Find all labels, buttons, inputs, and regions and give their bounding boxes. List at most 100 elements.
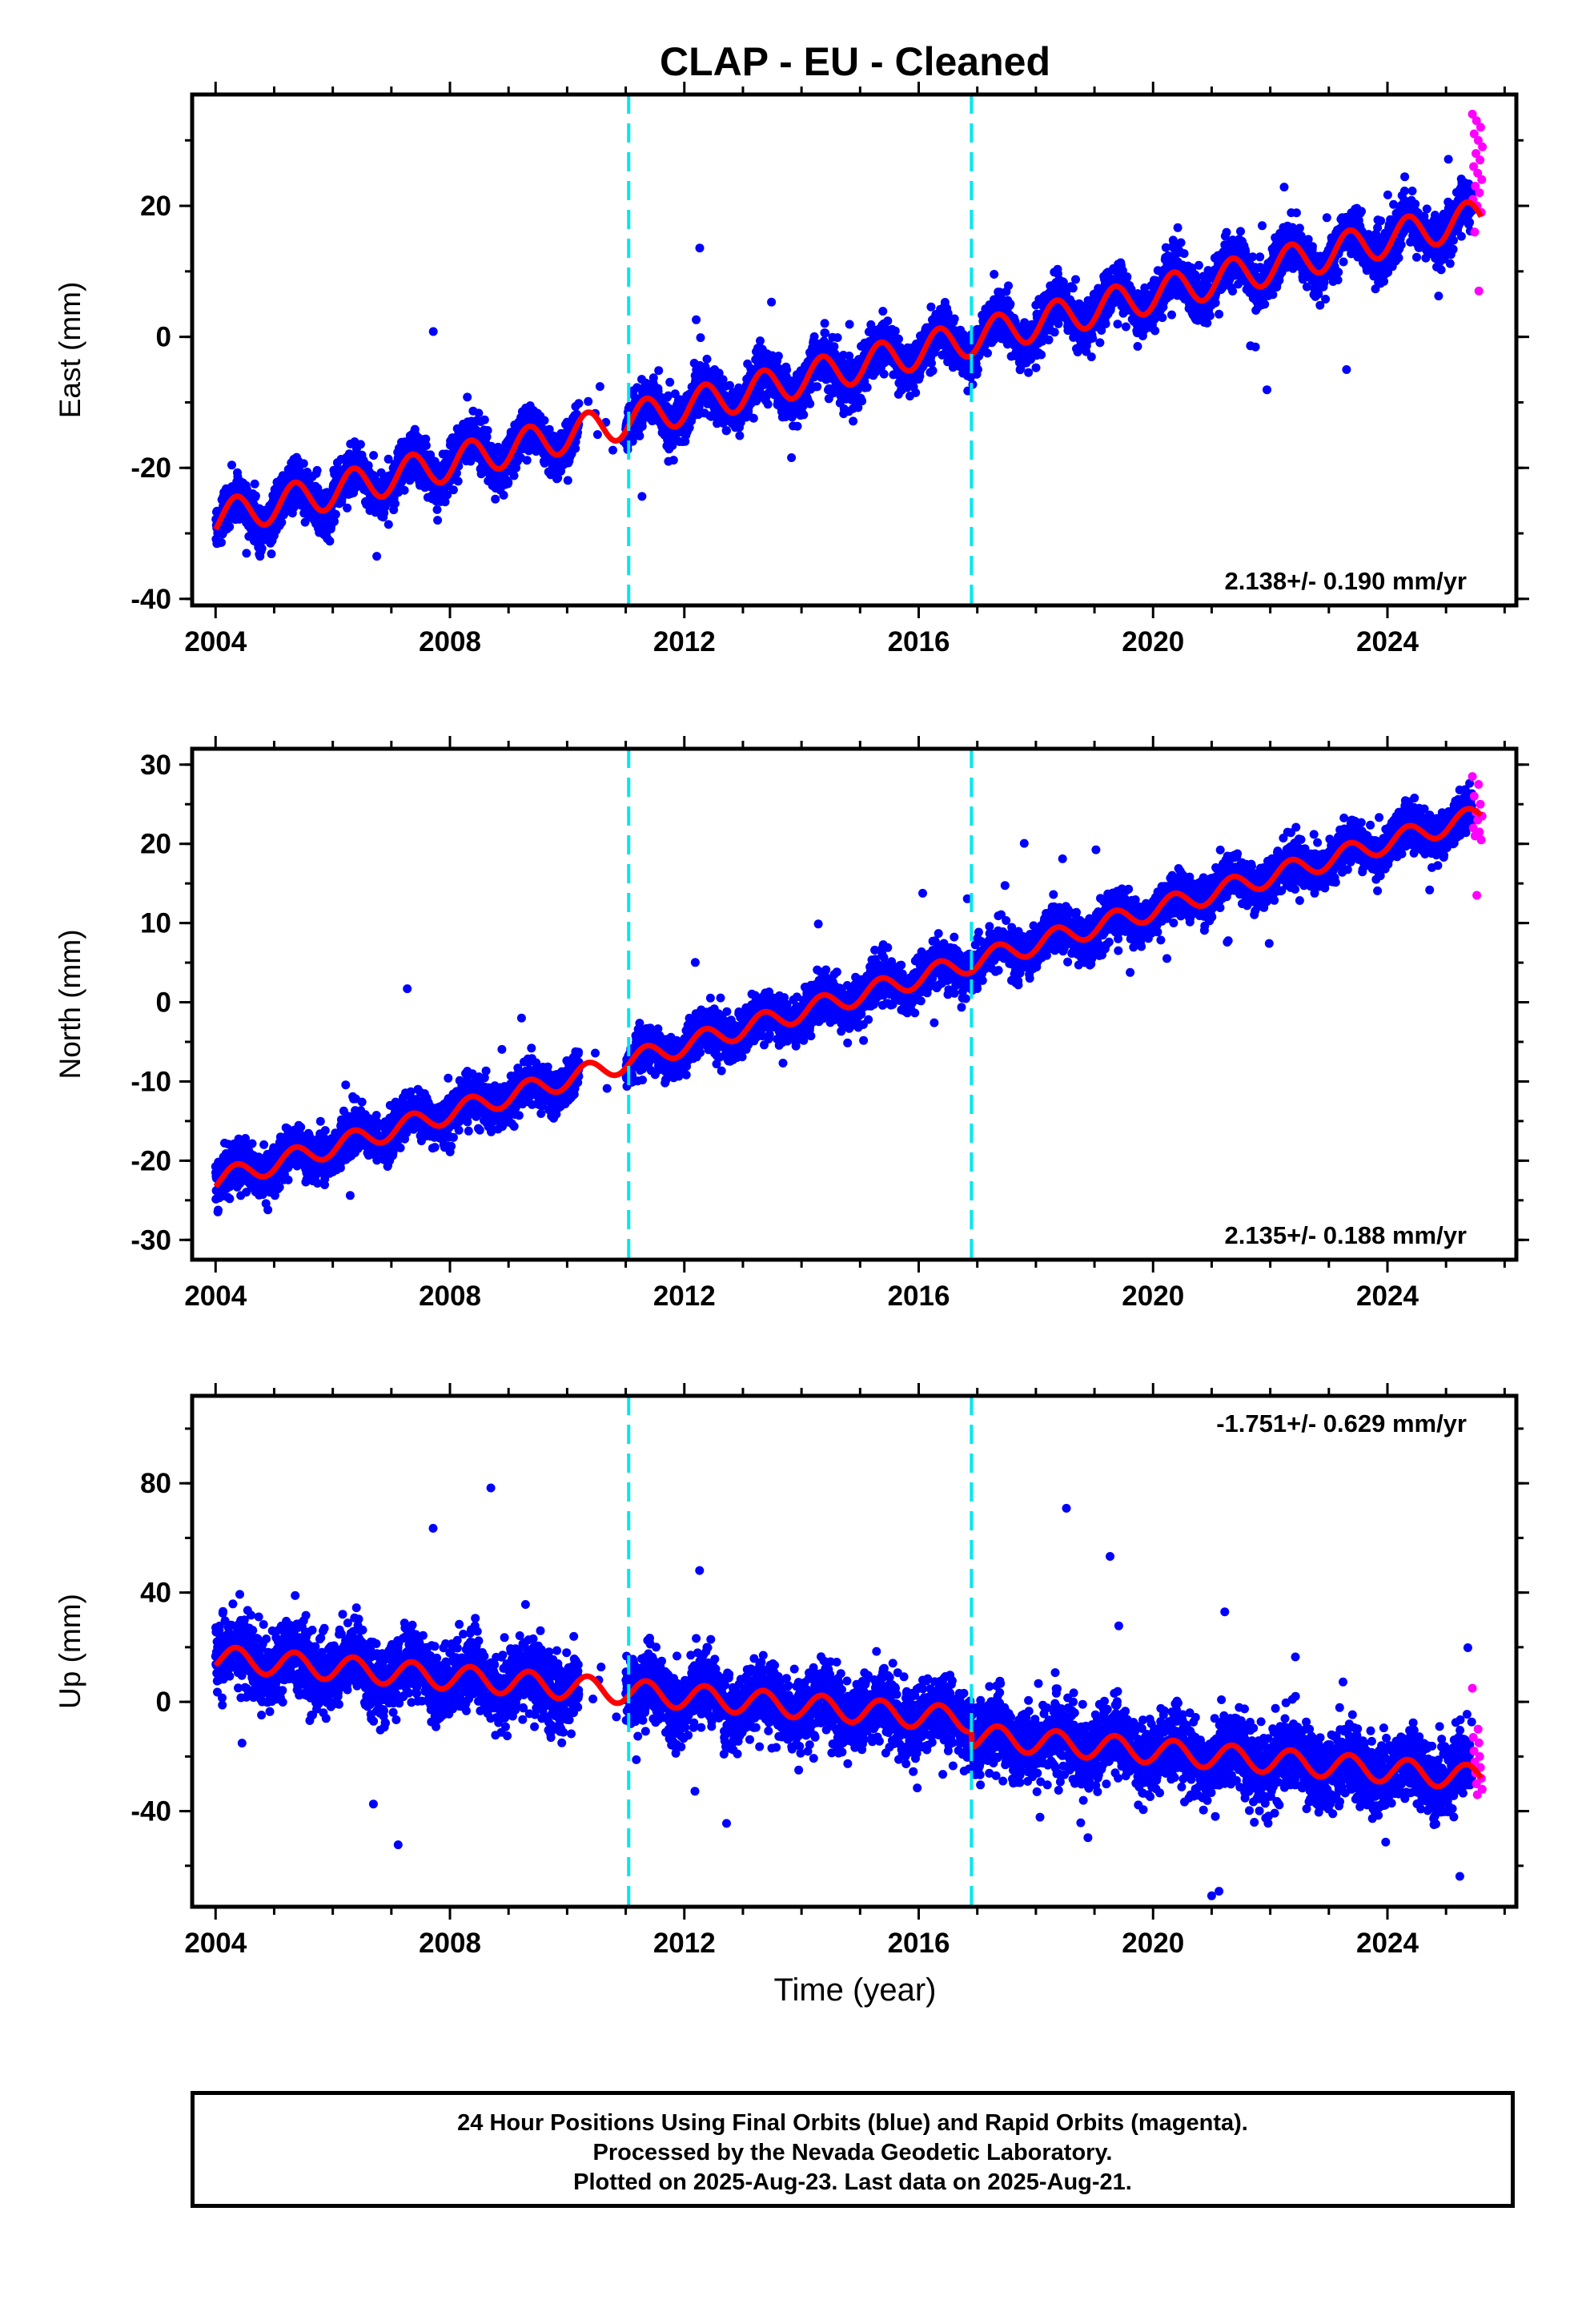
final-orbit-point (845, 320, 854, 329)
final-orbit-point (491, 494, 500, 504)
final-orbit-point (927, 359, 936, 368)
final-orbit-point (722, 426, 731, 436)
final-orbit-point (849, 416, 858, 426)
final-orbit-point (331, 509, 340, 519)
final-orbit-point (574, 399, 584, 408)
final-orbit-point (299, 459, 308, 468)
final-orbit-point (1122, 272, 1132, 282)
final-orbit-point (637, 492, 647, 501)
final-orbit-point (1004, 281, 1013, 291)
final-orbit-point (504, 477, 513, 487)
final-orbit-point (793, 421, 802, 431)
final-orbit-point (787, 453, 797, 462)
final-orbit-point (990, 270, 999, 279)
final-orbit-point (421, 434, 431, 444)
final-orbit-point (928, 366, 938, 376)
final-orbit-point (421, 440, 431, 450)
final-orbit-point (1024, 368, 1034, 377)
final-orbit-point (950, 314, 959, 324)
final-orbit-point (325, 537, 335, 546)
final-orbit-point (665, 377, 675, 387)
final-orbit-point (480, 415, 489, 424)
final-orbit-point (277, 517, 287, 527)
final-orbit-point (767, 297, 777, 307)
final-orbit-point (813, 382, 822, 392)
final-orbit-point (312, 465, 322, 475)
final-orbit-point (1068, 283, 1078, 293)
final-orbit-point (463, 392, 472, 402)
final-orbit-point (862, 383, 872, 392)
final-orbit-point (805, 399, 815, 408)
final-orbit-point (696, 333, 705, 343)
final-orbit-point (635, 431, 644, 440)
final-orbit-point (391, 499, 400, 509)
final-orbit-point (1113, 320, 1122, 329)
final-orbit-point (372, 552, 382, 561)
final-orbit-point (1006, 300, 1015, 309)
final-orbit-point (637, 421, 647, 431)
final-orbit-point (883, 316, 893, 326)
final-orbit-point (1044, 335, 1054, 344)
final-orbit-point (1071, 275, 1080, 284)
final-orbit-point (1101, 319, 1110, 328)
final-orbit-point (432, 505, 442, 514)
final-orbit-point (1133, 342, 1142, 351)
final-orbit-point (809, 332, 819, 341)
final-orbit-point (448, 485, 458, 495)
final-orbit-point (763, 400, 773, 409)
final-orbit-point (894, 334, 903, 344)
final-orbit-point (483, 426, 492, 435)
final-orbit-point (702, 354, 712, 364)
final-orbit-point (1095, 338, 1105, 348)
final-orbit-point (355, 440, 365, 449)
final-orbit-point (1088, 333, 1098, 343)
final-orbit-point (380, 502, 390, 512)
final-orbit-point (242, 549, 251, 558)
final-orbit-point (330, 517, 339, 526)
final-orbit-point (512, 463, 521, 472)
final-orbit-point (926, 302, 936, 312)
final-orbit-point (692, 315, 701, 324)
final-orbit-point (433, 516, 443, 525)
final-orbit-point (1121, 322, 1130, 332)
final-orbit-point (443, 490, 452, 500)
final-orbit-point (695, 243, 705, 253)
final-orbit-point (1150, 326, 1160, 336)
final-orbit-point (654, 366, 664, 376)
plot-area (211, 94, 1488, 605)
final-orbit-point (857, 396, 867, 406)
final-orbit-point (983, 348, 992, 358)
final-orbit-point (428, 327, 438, 336)
final-orbit-point (1031, 363, 1041, 372)
final-orbit-point (257, 544, 267, 553)
final-orbit-point (773, 352, 783, 361)
final-orbit-point (474, 408, 484, 418)
final-orbit-point (878, 307, 888, 316)
chart-title: CLAP - EU - Cleaned (660, 39, 1050, 84)
final-orbit-point (782, 365, 792, 375)
final-orbit-point (343, 503, 352, 513)
final-orbit-point (1050, 328, 1059, 337)
final-orbit-point (1037, 350, 1046, 360)
final-orbit-point (251, 491, 260, 501)
final-orbit-point (440, 497, 450, 507)
final-orbit-point (1167, 310, 1176, 320)
final-orbit-point (453, 476, 463, 486)
final-orbit-point (669, 456, 678, 465)
final-orbit-point (217, 537, 226, 547)
final-orbit-point (383, 520, 393, 529)
final-orbit-point (1158, 313, 1167, 323)
final-orbit-point (452, 468, 461, 478)
final-orbit-point (735, 431, 745, 440)
final-orbit-point (499, 490, 508, 500)
final-orbit-point (509, 471, 519, 480)
final-orbit-point (522, 456, 532, 465)
final-orbit-point (821, 328, 830, 338)
final-orbit-point (833, 333, 842, 343)
final-orbit-point (369, 451, 379, 460)
final-orbit-point (250, 479, 259, 489)
final-orbit-point (363, 460, 373, 470)
final-orbit-points (211, 155, 1477, 561)
final-orbit-point (227, 460, 236, 470)
